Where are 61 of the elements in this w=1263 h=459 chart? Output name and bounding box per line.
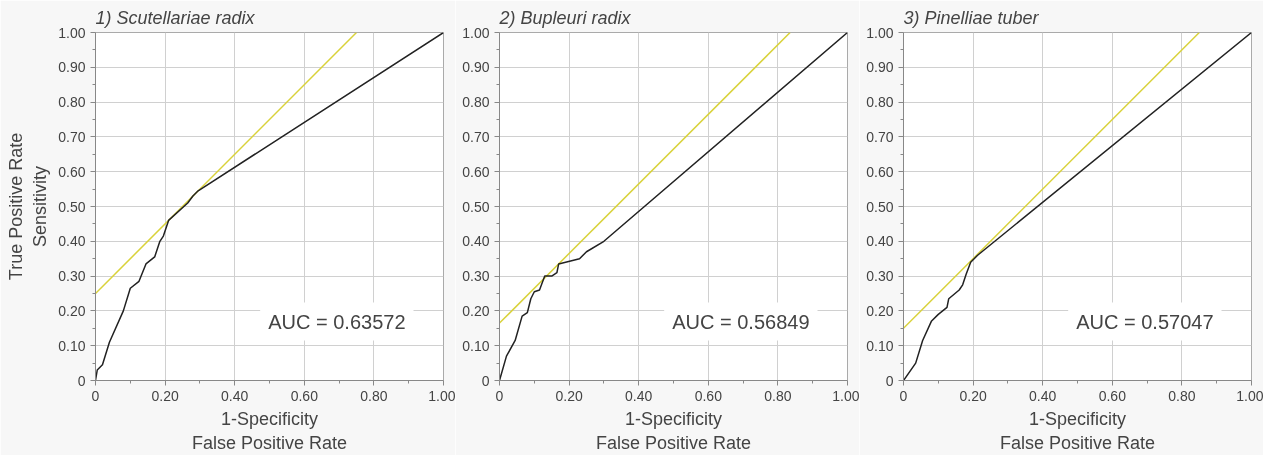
y-tick-label: 1.00 <box>866 24 894 41</box>
y-tick-label: 0.10 <box>58 337 86 354</box>
y-tick-label: 0.60 <box>462 163 490 180</box>
y-tick-label: 0.90 <box>462 59 490 76</box>
x-tick-label: 1.00 <box>1236 387 1263 404</box>
x-axis-title: 1-Specificity False Positive Rate <box>191 408 348 453</box>
chart-title: 1) Scutellariae radix <box>95 7 256 28</box>
x-tick-label: 0.20 <box>959 387 987 404</box>
x-tick-label: 0.20 <box>151 387 179 404</box>
y-tick-label: 0.10 <box>462 337 490 354</box>
y-tick-label: 0.80 <box>462 94 490 111</box>
y-tick-label: 0.80 <box>866 94 894 111</box>
chart-title: 2) Bupleuri radix <box>498 7 632 28</box>
x-tick-label: 0 <box>899 387 908 404</box>
y-tick-label: 0.20 <box>58 302 86 319</box>
y-tick-label: 0.50 <box>58 198 86 215</box>
x-tick-label: 0.20 <box>555 387 583 404</box>
annotation: AUC = 0.57047 <box>1076 310 1214 333</box>
y-axis-title: True Positive Rate Sensitivity <box>6 132 51 281</box>
y-tick-label: 0.50 <box>462 198 490 215</box>
y-tick-label: 0.70 <box>58 128 86 145</box>
y-tick-label: 0.90 <box>58 59 86 76</box>
y-tick-label: 0 <box>77 372 86 389</box>
y-tick-label: 0.30 <box>462 268 490 285</box>
y-tick-label: 0.70 <box>462 128 490 145</box>
y-tick-label: 0.90 <box>866 59 894 76</box>
x-tick-label: 0.80 <box>360 387 388 404</box>
x-tick-label: 0.60 <box>1098 387 1127 404</box>
y-tick-label: 0.10 <box>866 337 894 354</box>
x-tick-label: 0.80 <box>764 387 792 404</box>
x-tick-label: 0 <box>495 387 504 404</box>
x-tick-label: 0.40 <box>221 387 249 404</box>
x-axis-title: 1-Specificity False Positive Rate <box>999 408 1156 453</box>
x-tick-label: 0.40 <box>1029 387 1057 404</box>
x-tick-label: 1.00 <box>832 387 860 404</box>
y-tick-label: 0.60 <box>58 163 86 180</box>
y-tick-label: 0 <box>885 372 894 389</box>
x-tick-label: 0.80 <box>1168 387 1196 404</box>
y-tick-label: 0.30 <box>58 268 86 285</box>
y-tick-label: 0.30 <box>866 268 894 285</box>
annotation: AUC = 0.56849 <box>672 310 810 333</box>
y-tick-label: 0.40 <box>58 233 86 250</box>
y-tick-label: 0.20 <box>462 302 490 319</box>
x-tick-label: 0.60 <box>694 387 723 404</box>
y-tick-label: 0.80 <box>58 94 86 111</box>
y-tick-label: 1.00 <box>58 24 86 41</box>
x-tick-label: 1.00 <box>428 387 456 404</box>
chart-title: 3) Pinelliae tuber <box>903 7 1040 28</box>
y-tick-label: 0 <box>481 372 490 389</box>
x-tick-label: 0 <box>91 387 100 404</box>
y-tick-label: 0.40 <box>462 233 490 250</box>
x-tick-label: 0.60 <box>290 387 319 404</box>
y-tick-label: 0.70 <box>866 128 894 145</box>
y-tick-label: 1.00 <box>462 24 490 41</box>
x-axis-title: 1-Specificity False Positive Rate <box>595 408 752 453</box>
y-tick-label: 0.40 <box>866 233 894 250</box>
annotation: AUC = 0.63572 <box>268 310 406 333</box>
x-tick-label: 0.40 <box>625 387 653 404</box>
y-tick-label: 0.20 <box>866 302 894 319</box>
y-tick-label: 0.50 <box>866 198 894 215</box>
y-tick-label: 0.60 <box>866 163 894 180</box>
